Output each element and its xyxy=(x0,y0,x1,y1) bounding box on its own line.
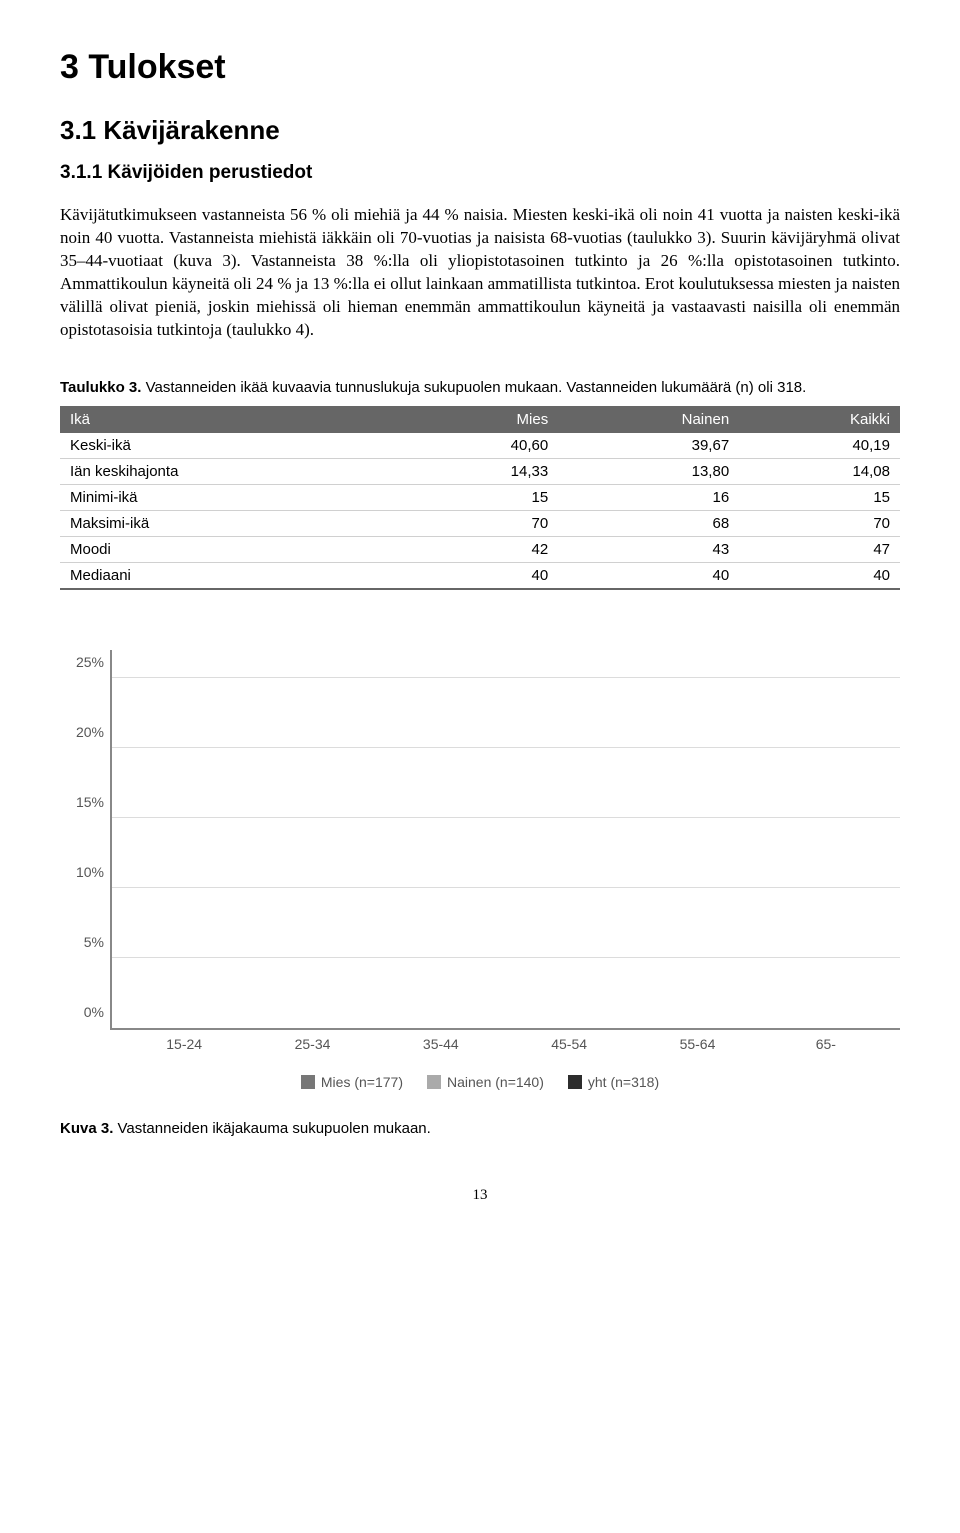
table-caption: Taulukko 3. Vastanneiden ikää kuvaavia t… xyxy=(60,378,900,398)
x-axis-label: 25-34 xyxy=(248,1036,376,1052)
table-cell: Minimi-ikä xyxy=(60,484,404,510)
x-axis-label: 65- xyxy=(762,1036,890,1052)
table-row: Maksimi-ikä706870 xyxy=(60,510,900,536)
y-axis-label: 0% xyxy=(62,1004,104,1020)
table-header-row: Ikä Mies Nainen Kaikki xyxy=(60,406,900,433)
table-row: Keski-ikä40,6039,6740,19 xyxy=(60,433,900,459)
table-cell: 14,33 xyxy=(404,458,558,484)
table-cell: 40 xyxy=(558,562,739,589)
legend-item: Nainen (n=140) xyxy=(427,1074,544,1090)
y-axis-label: 5% xyxy=(62,934,104,950)
th-kaikki: Kaikki xyxy=(739,406,900,433)
y-axis-label: 15% xyxy=(62,794,104,810)
table-cell: Mediaani xyxy=(60,562,404,589)
table-cell: 16 xyxy=(558,484,739,510)
table-cell: 47 xyxy=(739,536,900,562)
table-cell: 40,60 xyxy=(404,433,558,459)
table-cell: 40,19 xyxy=(739,433,900,459)
table-cell: Moodi xyxy=(60,536,404,562)
th-mies: Mies xyxy=(404,406,558,433)
table-cell: 68 xyxy=(558,510,739,536)
page-number: 13 xyxy=(60,1187,900,1204)
x-axis-label: 35-44 xyxy=(377,1036,505,1052)
table-cell: 70 xyxy=(404,510,558,536)
table-cell: 14,08 xyxy=(739,458,900,484)
table-cell: Maksimi-ikä xyxy=(60,510,404,536)
table-caption-text: Vastanneiden ikää kuvaavia tunnuslukuja … xyxy=(141,379,806,396)
page-heading-1: 3 Tulokset xyxy=(60,48,900,87)
x-axis-label: 15-24 xyxy=(120,1036,248,1052)
table-cell: 39,67 xyxy=(558,433,739,459)
table-cell: 43 xyxy=(558,536,739,562)
x-axis-label: 55-64 xyxy=(633,1036,761,1052)
age-stats-table: Ikä Mies Nainen Kaikki Keski-ikä40,6039,… xyxy=(60,406,900,590)
table-cell: 42 xyxy=(404,536,558,562)
y-axis-label: 10% xyxy=(62,864,104,880)
legend-swatch xyxy=(427,1075,441,1089)
table-cell: 15 xyxy=(739,484,900,510)
page-heading-3: 3.1.1 Kävijöiden perustiedot xyxy=(60,162,900,184)
legend-swatch xyxy=(301,1075,315,1089)
age-distribution-chart: 0% 5% 10% 15% 20% 25% 15-2425-3435-4445-5455-… xyxy=(60,650,900,1090)
legend-label: Mies (n=177) xyxy=(321,1074,403,1090)
figure-caption-label: Kuva 3. xyxy=(60,1120,113,1137)
figure-caption: Kuva 3. Vastanneiden ikäjakauma sukupuol… xyxy=(60,1120,900,1137)
legend-label: yht (n=318) xyxy=(588,1074,659,1090)
th-label: Ikä xyxy=(60,406,404,433)
table-row: Moodi424347 xyxy=(60,536,900,562)
table-cell: 70 xyxy=(739,510,900,536)
table-cell: Iän keskihajonta xyxy=(60,458,404,484)
table-cell: 40 xyxy=(404,562,558,589)
y-axis-label: 20% xyxy=(62,724,104,740)
table-cell: Keski-ikä xyxy=(60,433,404,459)
page-heading-2: 3.1 Kävijärakenne xyxy=(60,115,900,146)
table-cell: 15 xyxy=(404,484,558,510)
legend-item: yht (n=318) xyxy=(568,1074,659,1090)
y-axis-label: 25% xyxy=(62,654,104,670)
table-row: Minimi-ikä151615 xyxy=(60,484,900,510)
table-cell: 13,80 xyxy=(558,458,739,484)
legend-item: Mies (n=177) xyxy=(301,1074,403,1090)
body-paragraph: Kävijätutkimukseen vastanneista 56 % oli… xyxy=(60,204,900,342)
th-nainen: Nainen xyxy=(558,406,739,433)
table-row: Iän keskihajonta14,3313,8014,08 xyxy=(60,458,900,484)
figure-caption-text: Vastanneiden ikäjakauma sukupuolen mukaa… xyxy=(113,1120,430,1137)
table-caption-label: Taulukko 3. xyxy=(60,379,141,396)
legend-swatch xyxy=(568,1075,582,1089)
x-axis-label: 45-54 xyxy=(505,1036,633,1052)
table-row: Mediaani404040 xyxy=(60,562,900,589)
table-cell: 40 xyxy=(739,562,900,589)
legend-label: Nainen (n=140) xyxy=(447,1074,544,1090)
